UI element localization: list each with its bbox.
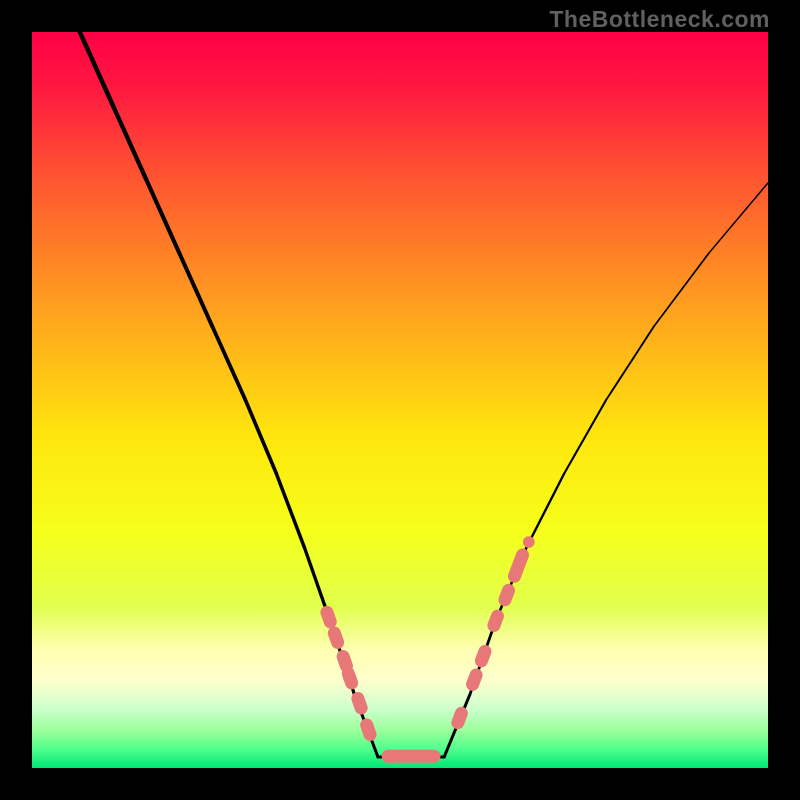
marker-bottom-pill xyxy=(382,750,441,763)
canvas: TheBottleneck.com xyxy=(0,0,800,800)
chart-svg xyxy=(0,0,800,800)
watermark-text: TheBottleneck.com xyxy=(549,6,770,33)
plot-background xyxy=(32,32,768,768)
marker-dot xyxy=(523,536,535,548)
